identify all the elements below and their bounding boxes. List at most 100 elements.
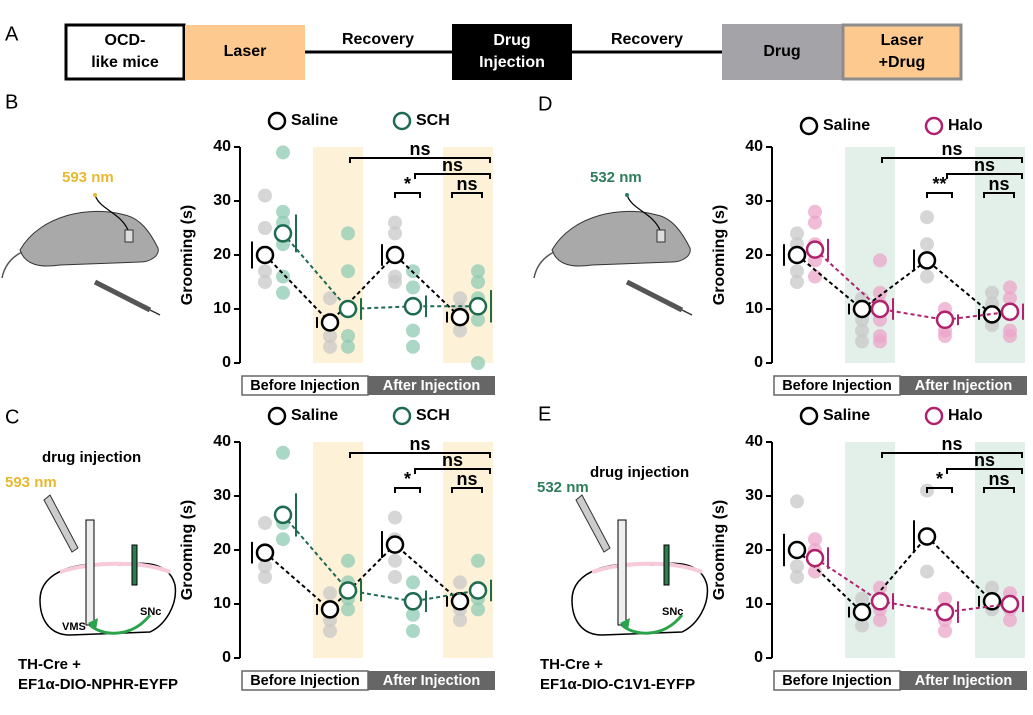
data-point [341,602,355,617]
step-box [185,25,305,80]
mean-marker [385,535,405,554]
syringe [625,279,684,313]
series-line [264,543,461,611]
y-tick-label: 0 [222,354,231,371]
illustration-label: drug injection [590,464,689,481]
brain-outline [39,562,177,636]
fiber [94,194,129,231]
significance-label: ns [941,139,962,159]
y-tick-label: 40 [213,433,231,450]
data-point [323,586,337,601]
group-label: After Injection [383,378,480,394]
highlight-band [313,442,363,658]
legend-marker [799,116,819,136]
data-point [323,291,337,306]
y-tick-label: 40 [213,138,231,155]
illustration-label: TH-Cre + [18,656,81,673]
data-point [341,264,355,279]
illustration-label: 593 nm [5,474,57,491]
data-point [388,275,402,289]
data-point [453,291,467,306]
data-point [790,570,804,584]
mean-marker [403,297,423,316]
timeline-step-line: Recovery [342,31,414,48]
group-label: Before Injection [782,673,892,689]
data-point [388,215,402,230]
data-point [406,323,420,338]
y-tick-label: 30 [745,487,763,504]
data-point [938,624,952,638]
fiber-implant [131,544,138,586]
mean-marker [787,540,807,560]
data-point [855,618,869,633]
mouse-illustration [533,193,693,316]
fiber-tip [93,193,97,197]
y-axis-label: Grooming (s) [179,205,196,305]
data-point [388,226,402,241]
step-box [452,24,572,80]
data-point [790,275,804,289]
significance-label: ** [932,174,946,194]
data-point [873,580,887,595]
significance-label: ns [988,469,1009,489]
y-tick-label: 30 [213,487,231,504]
significance-bracket [983,192,1015,198]
syringe [93,279,152,313]
data-point [1003,291,1017,306]
data-point [808,204,822,219]
mean-marker [935,310,955,330]
mean-marker [273,224,293,243]
mean-marker [870,299,890,319]
data-point [276,532,290,547]
highlight-band [443,147,493,363]
illustration-label: EF1α-DIO-NPHR-EYFP [18,676,178,693]
timeline-step-line: Laser [881,32,924,49]
data-point [323,624,337,638]
group-label: After Injection [383,673,480,689]
mean-marker [320,313,340,332]
y-tick-label: 10 [745,595,763,612]
mouse-body [19,210,159,267]
timeline-step: Laser [224,43,267,60]
data-point [790,264,804,279]
y-tick-label: 20 [213,246,231,263]
data-point [938,329,952,343]
data-point [406,624,420,638]
brain-cortex [59,561,171,574]
brain-cortex [591,561,703,574]
data-point [808,215,822,230]
implant [656,229,666,243]
mean-marker [852,602,872,622]
syringe [43,494,79,553]
illustration-label: SNc [662,606,683,618]
illustration-label: 532 nm [590,169,642,186]
series-line [282,514,479,603]
mean-marker [255,543,275,562]
legend-marker [267,406,287,426]
data-point [985,285,999,300]
data-point [471,264,485,279]
legend-label: SCH [416,112,450,129]
mean-marker [273,505,293,525]
significance-bracket [414,468,491,474]
illustration-label: VMS [62,621,86,633]
series-line [282,232,478,311]
data-point [276,269,290,284]
mean-marker [450,592,470,611]
mean-marker [935,602,955,622]
mean-marker [255,245,275,265]
mean-marker [385,245,405,265]
data-point [276,145,290,160]
data-point [258,559,272,574]
series-line [814,248,1011,321]
significance-label: ns [974,450,995,470]
significance-bracket [349,157,491,163]
mouse-body [551,210,691,267]
data-point [406,280,420,295]
y-axis-label: Grooming (s) [711,500,728,600]
mean-marker [338,581,358,600]
timeline-step-line: Injection [479,54,545,71]
legend-marker [924,116,944,136]
significance-bracket [349,452,491,458]
data-point [406,607,420,622]
